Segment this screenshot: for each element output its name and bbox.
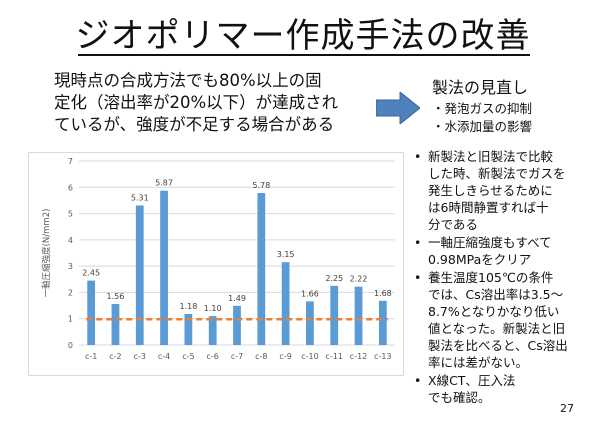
x-tick-label: c-11 [325, 352, 342, 361]
data-label: 3.15 [277, 250, 295, 259]
x-tick-label: c-5 [182, 352, 194, 361]
data-label: 2.45 [82, 269, 100, 278]
x-tick-label: c-2 [109, 352, 121, 361]
slide-title: ジオポリマー作成手法の改善 [75, 16, 531, 56]
x-tick-label: c-13 [374, 352, 391, 361]
review-item: ・水添加量の影響 [432, 119, 533, 134]
bullet-item: X線CT、圧入法 でも確認。 [412, 372, 598, 406]
data-label: 1.18 [179, 302, 197, 311]
bullet-line: した時、新製法でガスを [428, 166, 566, 181]
bullet-item: 養生温度105℃の条件 では、Cs溶出率は3.5～ 8.7%となりかなり低い 値… [412, 269, 598, 371]
bullet-line: 養生温度105℃の条件 [428, 270, 554, 285]
bullet-line: 製法を比べると、Cs溶出 [428, 338, 568, 353]
y-tick-label: 5 [68, 210, 73, 219]
bullet-line: 新製法と旧製法で比較 [428, 149, 554, 164]
bar [306, 301, 314, 345]
y-tick-label: 2 [68, 288, 73, 297]
bar [135, 205, 144, 345]
bullet-line: 分である [428, 217, 478, 232]
bar [184, 313, 193, 345]
data-label: 2.22 [350, 275, 368, 284]
bar [281, 262, 290, 345]
bullet-line: は6時間静置すれば十 [428, 200, 549, 215]
bar [208, 316, 217, 345]
bar [160, 190, 168, 345]
bullet-line: 率には差がない。 [428, 355, 529, 370]
x-tick-label: c-3 [134, 352, 146, 361]
x-tick-label: c-8 [255, 352, 267, 361]
data-label: 1.49 [228, 294, 246, 303]
chart-panel: 0 1 2 3 4 5 6 7 一軸圧縮強度(N/mm2) 2.45 c-1 1.56 c-2 5.31 c… [28, 152, 404, 376]
y-tick-label: 6 [68, 183, 73, 192]
review-heading: 製法の見直し [432, 78, 529, 97]
x-tick-label: c-4 [158, 352, 170, 361]
x-tick-label: c-6 [207, 352, 219, 361]
summary-line: 定化（溶出率が20%以下）が達成され [54, 93, 339, 112]
bullet-list: 新製法と旧製法で比較 した時、新製法でガスを 発生しきらせるために は6時間静置… [412, 148, 598, 407]
bullet-item: 新製法と旧製法で比較 した時、新製法でガスを 発生しきらせるために は6時間静置… [412, 148, 598, 233]
review-item: ・発泡ガスの抑制 [432, 101, 533, 116]
y-tick-label: 4 [68, 236, 73, 245]
bullet-line: では、Cs溶出率は3.5～ [428, 287, 564, 302]
data-label: 5.31 [131, 193, 149, 202]
y-tick-label: 1 [68, 315, 73, 324]
bar [87, 280, 96, 345]
y-axis-title: 一軸圧縮強度(N/mm2) [41, 209, 52, 298]
x-tick-label: c-10 [301, 352, 318, 361]
bullet-line: 8.7%となりかなり低い [428, 304, 560, 319]
summary-line: ているが、強度が不足する場合がある [54, 115, 335, 134]
data-label: 5.78 [252, 181, 270, 190]
bar [257, 193, 266, 345]
bullet-item: 一軸圧縮強度もすべて 0.98MPaをクリア [412, 234, 598, 268]
title-underline [78, 54, 530, 56]
bar [330, 285, 339, 345]
right-arrow-icon [376, 92, 420, 124]
summary-line: 現時点の合成方法でも80%以上の固 [54, 71, 322, 90]
y-tick-label: 3 [68, 262, 73, 271]
data-label: 1.66 [301, 289, 319, 298]
data-label: 2.25 [325, 274, 343, 283]
y-tick-label: 0 [68, 341, 73, 350]
bar [111, 303, 120, 345]
data-label: 1.68 [374, 289, 392, 298]
bullet-line: 0.98MPaをクリア [428, 252, 532, 267]
strength-bar-chart: 0 1 2 3 4 5 6 7 一軸圧縮強度(N/mm2) 2.45 c-1 1.56 c-2 5.31 c… [41, 157, 395, 361]
bullet-line: X線CT、圧入法 [428, 373, 516, 388]
data-label: 1.56 [107, 292, 125, 301]
x-tick-label: c-12 [350, 352, 367, 361]
bullet-line: 値となった。新製法と旧 [428, 321, 566, 336]
x-tick-label: c-7 [231, 352, 243, 361]
data-label: 5.87 [155, 179, 173, 188]
page-number: 27 [560, 402, 574, 415]
x-tick-label: c-1 [85, 352, 97, 361]
bar [378, 300, 387, 345]
y-tick-label: 7 [68, 157, 73, 166]
bar [233, 305, 241, 345]
bullet-line: 一軸圧縮強度もすべて [428, 235, 552, 250]
bullet-line: でも確認。 [428, 390, 491, 405]
data-label: 1.10 [204, 304, 222, 313]
bar [354, 286, 363, 345]
summary-text: 現時点の合成方法でも80%以上の固 定化（溶出率が20%以下）が達成され ている… [54, 70, 374, 136]
x-tick-label: c-9 [279, 352, 291, 361]
bullet-line: 発生しきらせるために [428, 183, 553, 198]
